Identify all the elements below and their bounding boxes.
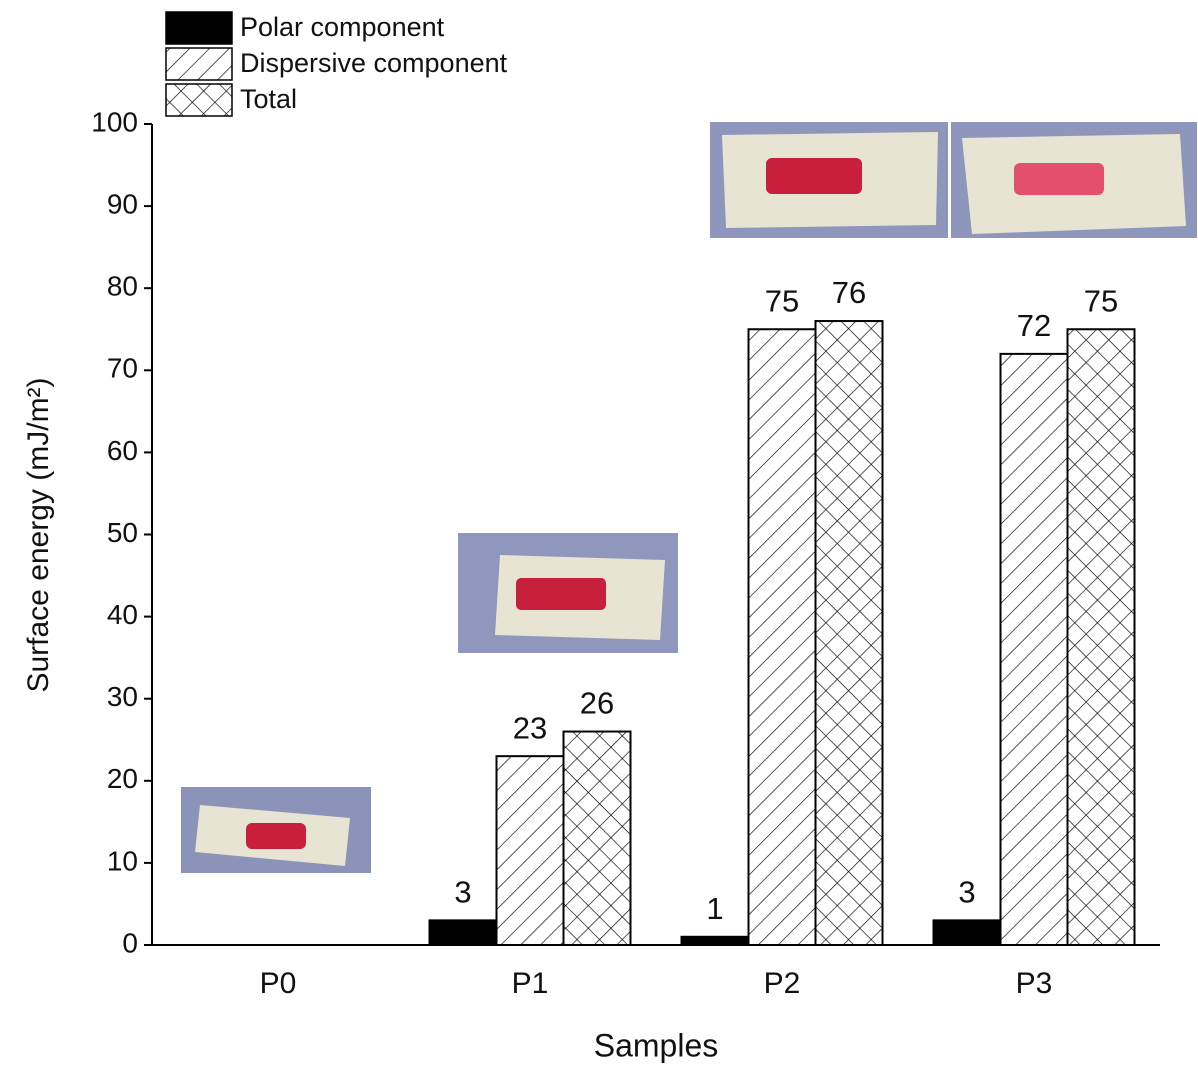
- legend-label: Dispersive component: [240, 48, 508, 78]
- y-tick-label: 20: [107, 763, 138, 794]
- y-tick-label: 10: [107, 845, 138, 876]
- photo: [181, 787, 371, 873]
- bar: [497, 756, 564, 945]
- legend-swatch: [166, 12, 232, 44]
- y-tick-label: 90: [107, 188, 138, 219]
- value-label: 3: [454, 875, 471, 910]
- photo: [458, 533, 678, 653]
- photo: [951, 122, 1197, 238]
- bar: [816, 321, 883, 945]
- legend-swatch: [166, 84, 232, 116]
- legend-label: Total: [240, 84, 297, 114]
- value-label: 26: [580, 686, 614, 721]
- value-label: 75: [765, 283, 799, 318]
- legend-swatch: [166, 48, 232, 80]
- chart: Samples Surface energy (mJ/m²) 0 10 20 30 40…: [0, 0, 1198, 1069]
- x-tick-label: P3: [1016, 967, 1053, 1000]
- y-tick-label: 30: [107, 681, 138, 712]
- value-label: 75: [1084, 283, 1118, 318]
- value-label: 1: [706, 891, 723, 926]
- x-tick-label: P1: [512, 967, 549, 1000]
- y-axis-label: Surface energy (mJ/m²): [22, 377, 55, 692]
- y-tick-label: 100: [91, 106, 138, 137]
- y-tick-label: 80: [107, 271, 138, 302]
- x-tick-label: P0: [260, 967, 297, 1000]
- bar: [564, 732, 631, 945]
- bar: [934, 920, 1001, 945]
- y-tick-label: 60: [107, 435, 138, 466]
- value-label: 23: [513, 710, 547, 745]
- bar: [1068, 329, 1135, 945]
- value-label: 3: [958, 875, 975, 910]
- y-tick-label: 70: [107, 353, 138, 384]
- x-tick-label: P2: [764, 967, 801, 1000]
- value-label: 76: [832, 275, 866, 310]
- legend-label: Polar component: [240, 12, 445, 42]
- x-axis-label: Samples: [594, 1027, 719, 1063]
- value-label: 72: [1017, 308, 1051, 343]
- y-tick-label: 50: [107, 517, 138, 548]
- bar: [749, 329, 816, 945]
- bar: [430, 920, 497, 945]
- y-tick-label: 0: [122, 927, 138, 958]
- bar: [1001, 354, 1068, 945]
- bar: [682, 937, 749, 945]
- y-tick-label: 40: [107, 599, 138, 630]
- photo: [710, 122, 948, 238]
